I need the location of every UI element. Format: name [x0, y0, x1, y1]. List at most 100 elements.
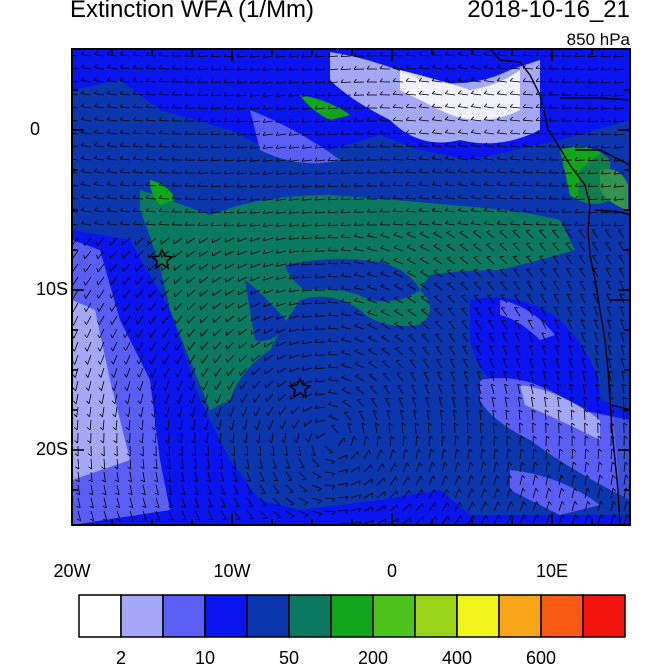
wind-barb-flag — [68, 104, 71, 107]
wind-barb-flag — [68, 130, 71, 133]
wind-barb — [536, 186, 546, 187]
wind-barb-flag — [526, 243, 530, 244]
colorbar-box — [583, 595, 625, 637]
wind-barb — [198, 212, 208, 213]
lat-label-10s: 10S — [8, 279, 68, 300]
wind-barb-flag — [476, 346, 480, 347]
wind-barb — [328, 264, 338, 265]
wind-barb-flag — [239, 358, 240, 362]
wind-barb — [575, 199, 585, 200]
wind-barb — [481, 423, 482, 433]
wind-barb — [221, 446, 222, 456]
lat-label-0: 0 — [0, 119, 40, 140]
wind-barb-flag — [68, 195, 71, 198]
wind-barb-flag — [117, 532, 121, 533]
colorbar — [79, 595, 625, 637]
wind-barb-flag — [68, 65, 71, 68]
wind-barb-flag — [437, 372, 441, 373]
wind-barb-flag — [130, 532, 134, 533]
wind-barb — [575, 82, 585, 83]
wind-barb-flag — [143, 532, 147, 533]
wind-barb-flag — [68, 117, 71, 120]
wind-barb — [536, 147, 546, 148]
colorbar-box — [121, 595, 163, 637]
wind-barb-flag — [212, 239, 213, 243]
wind-barb — [315, 342, 325, 343]
wind-barb-flag — [68, 91, 71, 94]
wind-barb-flag — [251, 317, 252, 321]
wind-barb — [198, 82, 208, 83]
wind-barb — [536, 173, 546, 174]
wind-barb — [159, 186, 169, 187]
wind-barb — [198, 95, 208, 96]
wind-barb-flag — [567, 294, 571, 295]
colorbar-label-10: 10 — [175, 648, 235, 669]
colorbar-box — [331, 595, 373, 637]
wind-barb — [536, 82, 546, 83]
wind-barb — [536, 160, 546, 161]
lat-label-20s: 20S — [8, 439, 68, 460]
wind-barb-flag — [68, 221, 71, 224]
wind-barb-flag — [554, 307, 558, 308]
colorbar-label-50: 50 — [259, 648, 319, 669]
wind-barb-flag — [225, 265, 226, 269]
wind-barb — [198, 121, 208, 122]
wind-barb — [536, 95, 546, 96]
wind-barb-flag — [77, 532, 81, 533]
wind-barb-flag — [539, 230, 543, 231]
wind-barb — [198, 147, 208, 148]
colorbar-box — [499, 595, 541, 637]
wind-barb — [575, 134, 585, 135]
wind-barb — [198, 108, 208, 109]
wind-barb-flag — [385, 398, 389, 399]
wind-barb — [159, 82, 169, 83]
wind-barb-flag — [411, 385, 415, 386]
wind-barb-flag — [68, 169, 71, 172]
colorbar-box — [79, 595, 121, 637]
wind-barb — [455, 436, 456, 446]
wind-barb-flag — [68, 182, 71, 185]
wind-barb — [468, 423, 469, 433]
wind-barb-flag — [291, 410, 292, 414]
wind-barb — [328, 290, 338, 291]
wind-barb-flag — [528, 320, 532, 321]
wind-barb — [575, 186, 585, 187]
wind-barb — [159, 108, 169, 109]
wind-barb-flag — [68, 78, 71, 81]
wind-barb-flag — [541, 307, 545, 308]
lon-label-10e: 10E — [522, 561, 582, 582]
wind-barb — [536, 134, 546, 135]
wind-barb — [575, 56, 585, 57]
colorbar-label-200: 200 — [343, 648, 403, 669]
wind-barb-flag — [513, 256, 517, 257]
colorbar-box — [205, 595, 247, 637]
wind-barb — [536, 108, 546, 109]
wind-barb — [159, 134, 169, 135]
wind-barb-flag — [212, 252, 213, 256]
colorbar-box — [247, 595, 289, 637]
wind-barb — [536, 199, 546, 200]
wind-barb — [575, 95, 585, 96]
lon-label-20w: 20W — [42, 561, 102, 582]
wind-barb-flag — [250, 531, 254, 532]
wind-barb — [198, 173, 208, 174]
wind-barb — [575, 225, 585, 226]
wind-barb — [198, 199, 208, 200]
wind-barb — [159, 173, 169, 174]
wind-barb — [575, 69, 585, 70]
wind-barb-flag — [252, 371, 253, 375]
wind-barb — [198, 186, 208, 187]
wind-barb-flag — [91, 532, 95, 533]
wind-barb-flag — [305, 528, 308, 530]
wind-barb — [159, 56, 169, 57]
wind-barb — [575, 147, 585, 148]
wind-barb — [198, 69, 208, 70]
wind-barb — [575, 121, 585, 122]
wind-barb-flag — [248, 493, 252, 494]
wind-barb-flag — [222, 506, 226, 507]
wind-barb — [159, 121, 169, 122]
wind-barb — [159, 160, 169, 161]
wind-barb-flag — [265, 384, 266, 388]
colorbar-box — [415, 595, 457, 637]
wind-barb — [328, 277, 338, 278]
